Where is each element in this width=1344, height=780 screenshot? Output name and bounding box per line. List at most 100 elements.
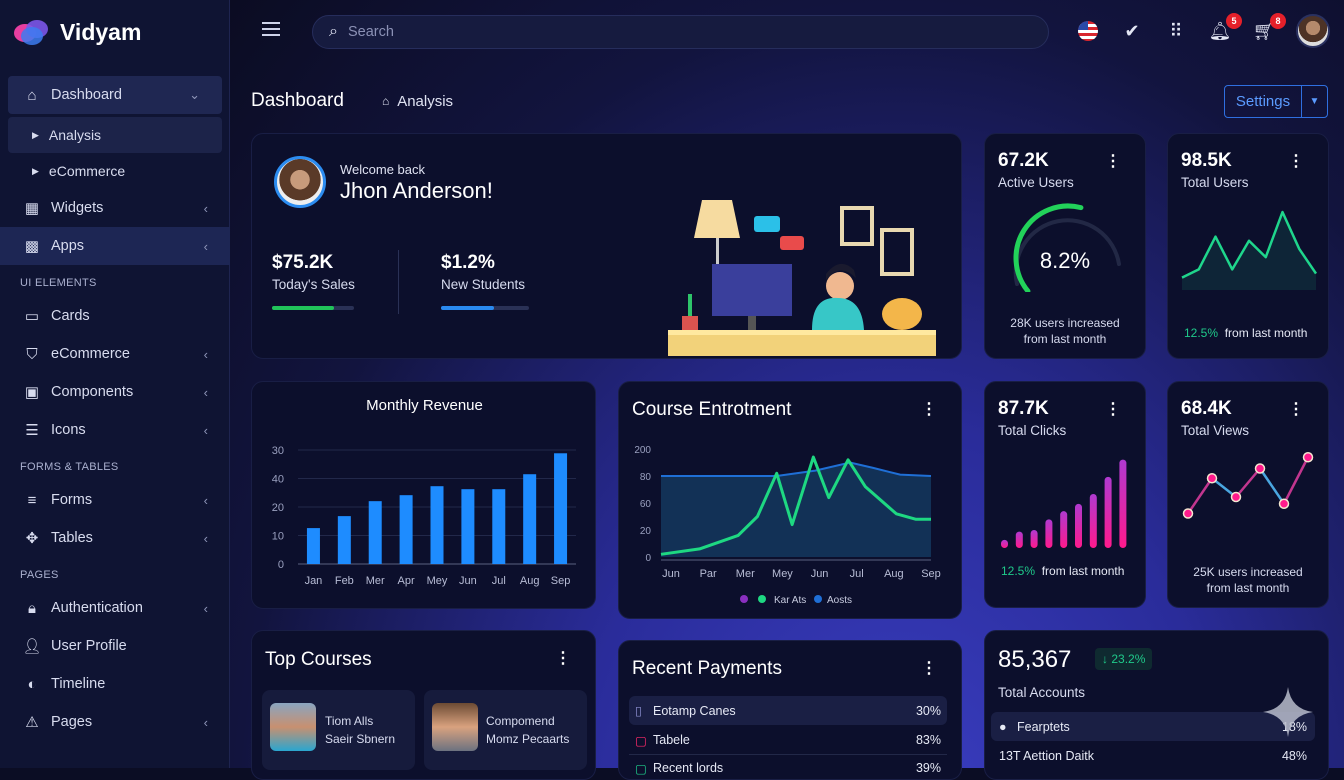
x-tick-label: Sep bbox=[921, 568, 941, 580]
topbar: ⌕ Search ✔ ⠿ 🔔︎ 5 🛒︎ 8 bbox=[230, 0, 1344, 64]
sidebar-item-label: Authentication bbox=[51, 600, 143, 616]
sidebar-item-widgets[interactable]: ▦ Widgets ‹ bbox=[0, 189, 230, 227]
sidebar-item-forms[interactable]: ≡ Forms ‹ bbox=[0, 481, 230, 519]
monthly-revenue-chart: 30 40 20 10 0 Jan Feb Mer Apr Mey Jun Jul Aug Sep bbox=[272, 445, 576, 587]
views-point bbox=[1206, 473, 1218, 484]
payment-row[interactable]: ▢ Tabele 83% bbox=[629, 726, 947, 755]
apps-grid-icon[interactable]: ⠿ bbox=[1169, 20, 1183, 41]
cart-badge: 8 bbox=[1270, 13, 1286, 29]
bell-icon[interactable]: 🔔︎ 5 bbox=[1208, 13, 1242, 43]
account-row[interactable]: ● Fearptets 18% bbox=[991, 712, 1315, 741]
more-options-icon[interactable]: ⋮ bbox=[1288, 401, 1304, 418]
sidebar-item-label: Icons bbox=[51, 422, 86, 438]
tables-icon: ✥ bbox=[25, 530, 39, 547]
sidebar: Vidyam ⌂ Dashboard ⌄ ▶ Analysis ▶ eCommerce … bbox=[0, 0, 230, 768]
settings-split-button[interactable]: Settings ▼ bbox=[1224, 85, 1328, 118]
payment-icon: ▢ bbox=[635, 733, 647, 748]
y-tick-label: 20 bbox=[640, 526, 652, 537]
course-thumbnail bbox=[270, 703, 316, 751]
more-options-icon[interactable]: ⋮ bbox=[1288, 153, 1304, 170]
students-label: New Students bbox=[441, 277, 526, 292]
total-views-label: Total Views bbox=[1181, 423, 1250, 438]
payment-row[interactable]: ▯ Eotamp Canes 30% bbox=[629, 696, 947, 725]
payment-icon: ▢ bbox=[635, 761, 647, 776]
section-heading: FORMS & TABLES bbox=[20, 461, 119, 473]
sidebar-item-label: eCommerce bbox=[51, 346, 130, 362]
sidebar-item-tables[interactable]: ✥ Tables ‹ bbox=[0, 519, 230, 557]
account-row[interactable]: 13T Aettion Daitk 48% bbox=[991, 743, 1315, 769]
sidebar-item-user-profile[interactable]: 👤︎ User Profile bbox=[0, 627, 230, 665]
page-title: Dashboard bbox=[251, 90, 344, 111]
y-tick-label: 0 bbox=[645, 553, 651, 564]
x-tick-label: Mey bbox=[772, 568, 793, 580]
sidebar-item-timeline[interactable]: ◐ Timeline bbox=[0, 665, 230, 703]
sidebar-item-components[interactable]: ▣ Components ‹ bbox=[0, 373, 230, 411]
legend-label: Aosts bbox=[827, 595, 852, 606]
sidebar-item-label: User Profile bbox=[51, 638, 127, 654]
sidebar-item-authentication[interactable]: 🔒︎ Authentication ‹ bbox=[0, 589, 230, 627]
settings-button[interactable]: Settings bbox=[1235, 93, 1291, 110]
bag-icon: ⛉ bbox=[26, 345, 38, 363]
sidebar-item-apps[interactable]: ▩ Apps ‹ bbox=[0, 227, 230, 265]
course-item[interactable]: Compomend Momz Pecaarts bbox=[424, 690, 587, 770]
search-input[interactable]: ⌕ Search bbox=[312, 15, 1049, 49]
revenue-bar bbox=[554, 453, 568, 564]
x-tick-label: Sep bbox=[551, 575, 571, 587]
change-value: 12.5% bbox=[1184, 326, 1219, 340]
search-placeholder: Search bbox=[347, 24, 394, 40]
account-value: 48% bbox=[1281, 749, 1307, 763]
chevron-left-icon: ‹ bbox=[203, 346, 208, 362]
breadcrumb-current[interactable]: Analysis bbox=[397, 92, 454, 110]
menu-toggle-icon[interactable] bbox=[262, 22, 280, 40]
series-line-kar-ats bbox=[660, 455, 931, 556]
payment-value: 83% bbox=[915, 733, 941, 747]
account-label: Fearptets bbox=[1017, 719, 1070, 734]
monthly-revenue-card: Monthly Revenue 30 40 20 10 0 Jan Feb Mer Apr Mey… bbox=[251, 381, 596, 609]
total-clicks-bars bbox=[1001, 459, 1127, 548]
active-users-card: 67.2K Active Users ⋮ 8.2% 28K users incre… bbox=[984, 133, 1146, 359]
caret-down-icon[interactable]: ▼ bbox=[1301, 86, 1327, 117]
more-options-icon[interactable]: ⋮ bbox=[555, 650, 571, 667]
x-tick-label: Mer bbox=[736, 568, 755, 580]
more-options-icon[interactable]: ⋮ bbox=[1105, 401, 1121, 418]
sidebar-item-label: Components bbox=[51, 384, 134, 400]
user-avatar[interactable] bbox=[1296, 14, 1330, 48]
sidebar-item-label: Cards bbox=[51, 308, 90, 324]
y-tick-label: 30 bbox=[272, 445, 284, 457]
legend-label: Kar Ats bbox=[774, 595, 806, 606]
note: from last month bbox=[1206, 581, 1290, 595]
x-tick-label: Apr bbox=[398, 575, 415, 587]
click-bar bbox=[1001, 539, 1008, 548]
sidebar-item-pages[interactable]: ⚠ Pages ‹ bbox=[0, 703, 230, 741]
chevron-down-icon: ⌄ bbox=[189, 87, 200, 102]
click-bar bbox=[1030, 530, 1038, 548]
course-enrollment-card: Course Entrotment ⋮ 200 80 60 20 0 Jun Par Mer M… bbox=[618, 381, 962, 619]
cart-icon[interactable]: 🛒︎ 8 bbox=[1252, 13, 1286, 43]
user-avatar bbox=[274, 156, 326, 208]
note: from last month bbox=[1041, 564, 1125, 578]
sidebar-item-icons[interactable]: ☰ Icons ‹ bbox=[0, 411, 230, 449]
sidebar-item-ecommerce[interactable]: ⛉ eCommerce ‹ bbox=[0, 335, 230, 373]
more-options-icon[interactable]: ⋮ bbox=[1105, 153, 1121, 170]
check-all-icon[interactable]: ✔ bbox=[1124, 20, 1140, 41]
sidebar-item-cards[interactable]: ▭ Cards bbox=[0, 297, 230, 335]
sidebar-nav: ⌂ Dashboard ⌄ ▶ Analysis ▶ eCommerce ▦ Widget… bbox=[0, 76, 230, 741]
sidebar-item-dashboard[interactable]: ⌂ Dashboard ⌄ bbox=[8, 76, 222, 114]
breadcrumb: Dashboard ⌂ Analysis bbox=[251, 90, 453, 112]
widgets-icon: ▦ bbox=[24, 200, 40, 217]
views-segment bbox=[1258, 467, 1286, 505]
change-value: 12.5% bbox=[1001, 564, 1036, 578]
note: from last month bbox=[1023, 332, 1107, 346]
sidebar-item-ecommerce-dash[interactable]: ▶ eCommerce bbox=[0, 153, 230, 189]
chevron-left-icon: ‹ bbox=[203, 714, 208, 730]
change-badge: ↓ 23.2% bbox=[1095, 648, 1153, 670]
sidebar-item-analysis[interactable]: ▶ Analysis bbox=[8, 117, 222, 153]
language-flag-icon[interactable] bbox=[1076, 19, 1100, 43]
course-item[interactable]: Tiom Alls Saeir Sbnern bbox=[262, 690, 415, 770]
brand-logo[interactable]: Vidyam bbox=[14, 18, 141, 46]
more-options-icon[interactable]: ⋮ bbox=[921, 660, 937, 677]
more-options-icon[interactable]: ⋮ bbox=[921, 401, 937, 418]
recent-payments-card: Recent Payments ⋮ ▯ Eotamp Canes 30% ▢ Tabe… bbox=[618, 640, 962, 780]
note: 28K users increased bbox=[1010, 316, 1120, 330]
note: from last month bbox=[1224, 326, 1308, 340]
